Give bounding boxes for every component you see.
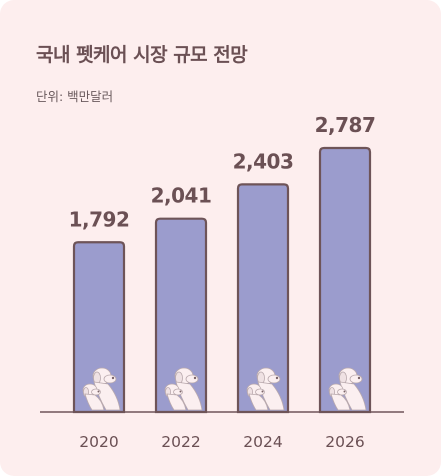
category-label: 2024 (243, 433, 282, 451)
value-label: 2,041 (151, 184, 212, 208)
bar-group: 2,787 2026 (315, 113, 376, 451)
value-label: 2,403 (233, 149, 294, 173)
chart-title: 국내 펫케어 시장 규모 전망 (36, 44, 248, 66)
dog-icon (82, 367, 121, 411)
bar-group: 2,041 2022 (151, 184, 212, 451)
bar-group: 1,792 2020 (69, 207, 130, 451)
bar-group: 2,403 2024 (233, 149, 294, 451)
category-label: 2022 (161, 433, 200, 451)
dog-icon (164, 367, 203, 411)
bar (154, 217, 208, 414)
value-label: 1,792 (69, 207, 130, 231)
category-label: 2020 (79, 433, 118, 451)
bar (236, 183, 290, 414)
dog-icon (246, 367, 285, 411)
bar (72, 241, 126, 414)
bar (318, 146, 372, 414)
value-label: 2,787 (315, 113, 376, 137)
chart-unit-label: 단위: 백만달러 (36, 89, 114, 104)
dog-icon (328, 367, 367, 411)
category-label: 2026 (325, 433, 364, 451)
